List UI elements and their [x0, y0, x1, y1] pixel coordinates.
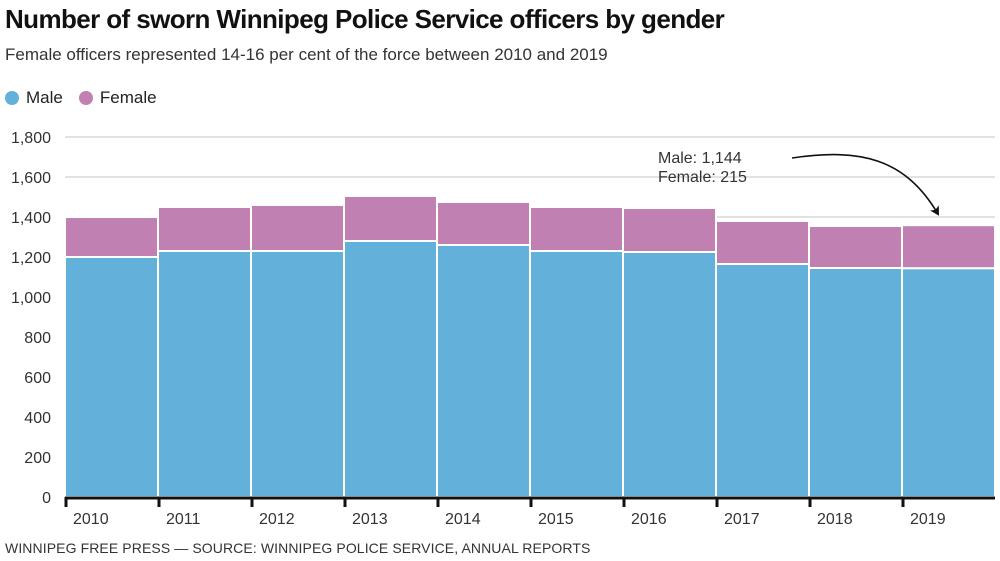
x-tick-label: 2012	[259, 511, 295, 528]
chart-title: Number of sworn Winnipeg Police Service …	[5, 4, 725, 34]
legend-item-male: Male	[5, 88, 63, 108]
x-tick-label: 2015	[538, 511, 574, 528]
y-axis-labels: 0 200 400 600 800 1,000 1,200 1,400 1,600 1,800	[11, 130, 51, 507]
chart-subtitle: Female officers represented 14-16 per ce…	[5, 45, 608, 64]
legend-swatch-male	[5, 91, 19, 105]
x-tick-label: 2013	[352, 511, 388, 528]
bar-male-2013	[343, 240, 438, 498]
legend-item-female: Female	[78, 88, 157, 108]
bar-female-2018	[808, 225, 903, 269]
y-tick-label: 1,200	[11, 250, 51, 267]
bar-male-2018	[808, 267, 903, 498]
y-tick-label: 600	[24, 370, 51, 387]
bars	[64, 195, 996, 499]
bar-female-2017	[715, 220, 810, 265]
bar-male-2014	[436, 244, 531, 498]
x-axis: 2010 2011 2012 2013 2014 2015 2016 2017 2018 2019	[64, 496, 995, 528]
bar-female-2015	[529, 206, 624, 252]
bar-male-2019	[901, 267, 996, 499]
bar-female-2014	[436, 201, 531, 246]
bar-male-2012	[250, 250, 345, 498]
y-tick-label: 1,600	[11, 170, 51, 187]
legend-label-male: Male	[26, 88, 63, 107]
bar-male-2017	[715, 263, 810, 498]
y-tick-label: 1,000	[11, 290, 51, 307]
y-tick-label: 800	[24, 330, 51, 347]
x-tick-label: 2017	[724, 511, 760, 528]
bar-female-2013	[343, 195, 438, 242]
bar-female-2019	[901, 224, 996, 270]
bar-female-2012	[250, 204, 345, 252]
x-tick-label: 2011	[166, 511, 201, 528]
y-tick-label: 400	[24, 410, 51, 427]
legend-label-female: Female	[99, 88, 157, 107]
y-tick-label: 200	[24, 450, 51, 467]
annotation-arrow	[791, 153, 940, 216]
bar-female-2016	[622, 207, 717, 253]
bar-female-2010	[64, 216, 159, 258]
y-tick-label: 0	[42, 490, 51, 507]
x-tick-label: 2010	[73, 511, 109, 528]
annotation-line-male: Male: 1,144	[658, 150, 742, 167]
x-tick-label: 2014	[445, 511, 481, 528]
bar-female-2011	[157, 206, 252, 252]
bar-male-2010	[64, 256, 159, 498]
x-tick-label: 2019	[910, 511, 946, 528]
annotation-line-female: Female: 215	[658, 169, 747, 186]
annotation: Male: 1,144 Female: 215	[658, 150, 940, 216]
source-note: WINNIPEG FREE PRESS — SOURCE: WINNIPEG P…	[5, 540, 591, 556]
x-tick-label: 2016	[631, 511, 667, 528]
bar-male-2015	[529, 250, 624, 498]
y-tick-label: 1,400	[11, 210, 51, 227]
bar-male-2011	[157, 250, 252, 498]
y-tick-label: 1,800	[11, 130, 51, 147]
legend: Male Female	[5, 88, 173, 108]
legend-swatch-female	[78, 91, 93, 105]
x-tick-label: 2018	[817, 511, 853, 528]
bar-male-2016	[622, 251, 717, 498]
